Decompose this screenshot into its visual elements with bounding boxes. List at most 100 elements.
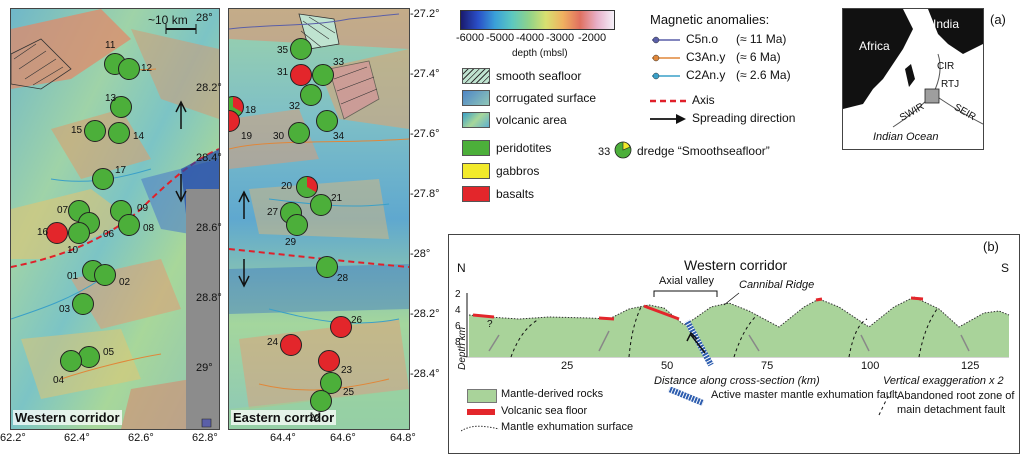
tick-label: 28.8° <box>196 292 222 304</box>
dredge-site-label: 05 <box>103 347 115 358</box>
dredge-legend-pie <box>614 141 632 159</box>
tick-label: 28.6° <box>196 222 222 234</box>
north-label: N <box>457 261 466 275</box>
dredge-site-label: 07 <box>57 205 69 216</box>
dredge-site-marker <box>60 350 82 372</box>
dredge-site-label: 02 <box>119 277 131 288</box>
tick-label: -28° <box>410 248 431 260</box>
magnetic-line-icon <box>652 54 680 62</box>
cross-section-panel: Western corridor (b) N S Axial valley Ca… <box>448 234 1020 454</box>
legend-spreading: Spreading direction <box>692 111 796 125</box>
dredge-site-label: 33 <box>333 57 345 68</box>
inset-label-africa: Africa <box>859 39 890 53</box>
dredge-site-marker <box>310 390 332 412</box>
dredge-site-marker <box>290 64 312 86</box>
distance-axis-label: Distance along cross-section (km) <box>654 375 820 387</box>
gabbros-swatch <box>462 163 490 179</box>
dredge-site-marker <box>320 372 342 394</box>
dredge-site-label: 08 <box>143 223 155 234</box>
legend-exhumation-surface: Mantle exhumation surface <box>501 421 634 433</box>
dredge-site-label: 12 <box>141 63 153 74</box>
south-label: S <box>1001 261 1010 275</box>
tick-label: -3000 <box>546 32 575 44</box>
inset-label-cir: CIR <box>937 61 955 72</box>
question-mark: ? <box>487 319 493 330</box>
tick-label: 62.4° <box>64 432 90 444</box>
distance-tick-label: 125 <box>961 360 980 372</box>
magnetic-line-icon <box>652 36 680 44</box>
dredge-site-label: 06 <box>103 229 115 240</box>
dredge-site-marker <box>118 58 140 80</box>
legend-volcanic-area: volcanic area <box>496 113 567 127</box>
dredge-site-marker <box>94 264 116 286</box>
dredge-site-marker <box>318 350 340 372</box>
dredge-site-label: 31 <box>277 67 289 78</box>
legend-dredge: dredge “Smoothseafloor” <box>637 144 770 158</box>
depth-tick-label: 4 <box>455 305 461 316</box>
panel-b-title: Western corridor <box>684 257 788 273</box>
dredge-site-label: 04 <box>53 375 65 386</box>
dredge-site-label: 25 <box>343 387 355 398</box>
tick-label: -5000 <box>486 32 515 44</box>
dredge-site-marker <box>280 334 302 356</box>
tick-label: 28.4° <box>196 152 222 164</box>
tick-label: -28.2° <box>410 308 440 320</box>
dredge-site-label: 11 <box>105 40 116 51</box>
dredge-site-label: 22 <box>309 413 321 424</box>
exhumation-surface-icon <box>461 425 500 432</box>
dredge-site-marker <box>92 168 114 190</box>
vertical-exaggeration: Vertical exaggeration x 2 <box>883 375 1004 387</box>
smooth-seafloor-swatch <box>462 68 490 84</box>
western-corridor-map: ~10 km Western corridor 11 12 13 15 14 17 07 09… <box>10 8 220 430</box>
tick-label: 64.4° <box>270 432 296 444</box>
dredge-site-label: 20 <box>281 181 293 192</box>
legend-smooth-seafloor: smooth seafloor <box>496 69 582 83</box>
panel-b-label: (b) <box>983 239 999 254</box>
dredge-site-marker <box>110 96 132 118</box>
dredge-site-label: 09 <box>137 203 149 214</box>
dredge-site-marker <box>46 222 68 244</box>
mantle-swatch <box>467 389 497 403</box>
dredge-site-label: 32 <box>289 101 301 112</box>
dredge-site-marker <box>296 176 318 198</box>
legend-basalts: basalts <box>496 187 535 201</box>
distance-tick-label: 100 <box>861 360 880 372</box>
dredge-site-marker <box>312 64 334 86</box>
axis-legend-line <box>650 99 688 103</box>
inset-label-india: India <box>933 17 960 31</box>
dredge-site-marker <box>330 316 352 338</box>
tick-label: 28° <box>196 12 213 24</box>
cross-section-drawing <box>466 290 1010 367</box>
legend-volcanic: Volcanic sea floor <box>501 405 588 417</box>
inset-continents <box>843 9 983 128</box>
dredge-site-marker <box>68 222 90 244</box>
dredge-site-label: 16 <box>37 227 49 238</box>
dredge-site-marker <box>288 122 310 144</box>
dredge-site-label: 17 <box>115 165 127 176</box>
depth-colorbar <box>460 10 615 30</box>
tick-label: 64.6° <box>330 432 356 444</box>
magnetic-anomaly-age: (≈ 11 Ma) <box>736 32 787 46</box>
dredge-site-marker <box>72 293 94 315</box>
legend-peridotites: peridotites <box>496 141 552 155</box>
eastern-corridor-title: Eastern corridor <box>231 410 337 425</box>
dredge-site-marker <box>84 120 106 142</box>
tick-label: -28.4° <box>410 368 440 380</box>
tick-label: -27.4° <box>410 68 440 80</box>
legend-corrugated-surface: corrugated surface <box>496 91 597 105</box>
cannibal-ridge-label: Cannibal Ridge <box>739 279 815 291</box>
dredge-site-label: 15 <box>71 125 83 136</box>
active-fault-icon <box>667 387 705 406</box>
tick-label: 62.6° <box>128 432 154 444</box>
tick-label: -4000 <box>516 32 545 44</box>
dredge-site-label: 14 <box>133 131 145 142</box>
tick-label: -6000 <box>456 32 485 44</box>
inset-label-indian-ocean: Indian Ocean <box>873 131 939 143</box>
dredge-site-label: 19 <box>241 131 253 142</box>
depth-tick-label: 2 <box>455 289 461 300</box>
tick-label: 64.8° <box>390 432 416 444</box>
legend-active-fault: Active master mantle exhumation fault <box>711 389 898 401</box>
legend-abandoned-root: Abandoned root zone of main detachment f… <box>897 390 1015 416</box>
dredge-site-marker <box>118 214 140 236</box>
tick-label: 28.2° <box>196 82 222 94</box>
